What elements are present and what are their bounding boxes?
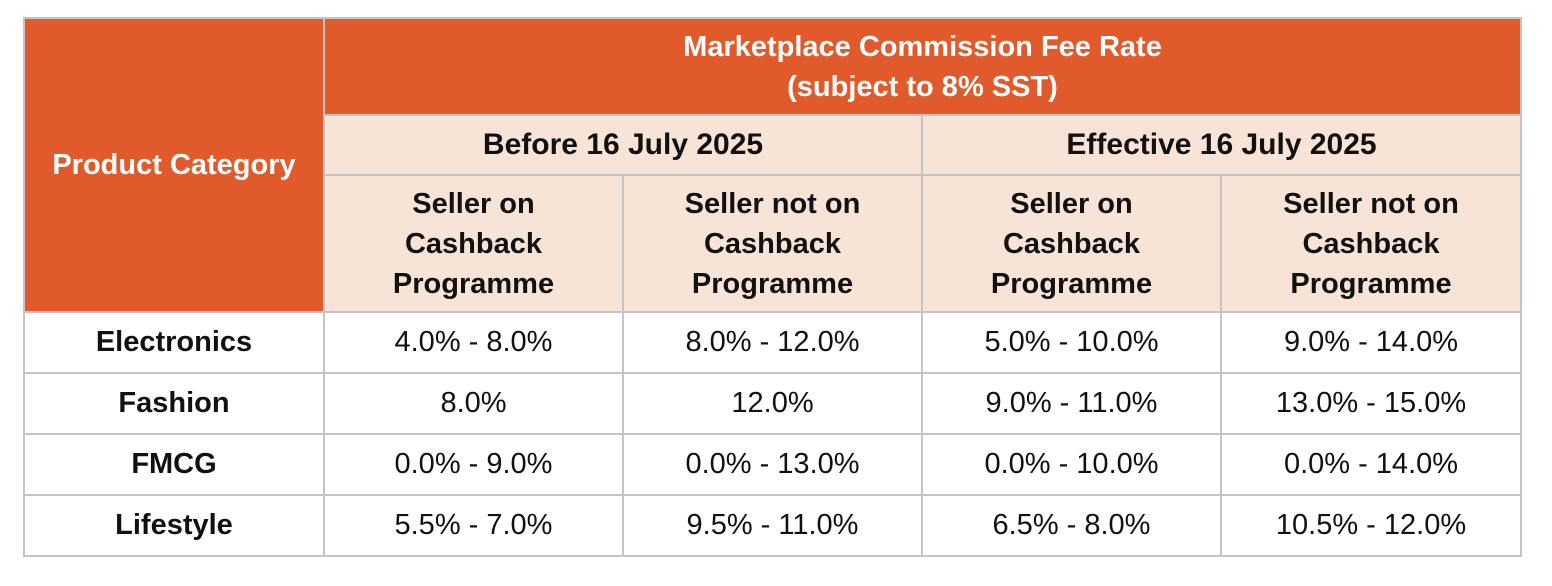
rate-cell: 0.0% - 14.0% [1220,433,1522,496]
seller-column-header: Seller not on Cashback Programme [622,174,923,313]
rate-cell: 10.5% - 12.0% [1220,494,1522,557]
rate-cell: 13.0% - 15.0% [1220,372,1522,435]
table-row: FMCG 0.0% - 9.0% 0.0% - 13.0% 0.0% - 10.… [23,433,1522,496]
header-row-seller-types: Seller on Cashback Programme Seller not … [24,174,1522,313]
period-before-label: Before 16 July 2025 [482,128,764,161]
seller-header-line: Seller on [1010,187,1133,220]
period-effective-label: Effective 16 July 2025 [1066,128,1377,161]
period-before-header: Before 16 July 2025 [323,114,923,176]
product-category-header-text: Product Category [52,148,296,181]
commission-fee-table: Product Category Marketplace Commission … [23,17,1522,557]
commission-rate-subtitle: (subject to 8% SST) [787,70,1058,103]
table-row: Lifestyle 5.5% - 7.0% 9.5% - 11.0% 6.5% … [23,494,1522,557]
commission-rate-title: Marketplace Commission Fee Rate [683,30,1162,63]
rate-cell: 8.0% - 12.0% [622,311,923,374]
rate-cell: 9.5% - 11.0% [622,494,923,557]
seller-header-line: Cashback [404,227,542,260]
seller-header-line: Cashback [1302,227,1440,260]
seller-header-line: Seller on [412,187,535,220]
rate-cell: 8.0% [323,372,624,435]
category-cell: Electronics [23,311,325,374]
seller-header-line: Programme [392,267,555,300]
header-row-main: Product Category Marketplace Commission … [23,17,1522,313]
rate-cell: 9.0% - 11.0% [921,372,1222,435]
seller-header-line: Programme [1290,267,1452,300]
rate-cell: 0.0% - 13.0% [622,433,923,496]
seller-column-header: Seller not on Cashback Programme [1220,174,1522,313]
rate-cell: 5.0% - 10.0% [921,311,1222,374]
rate-cell: 0.0% - 9.0% [323,433,624,496]
period-effective-header: Effective 16 July 2025 [921,114,1522,176]
rate-cell: 12.0% [622,372,923,435]
seller-header-line: Programme [990,267,1153,300]
category-cell: FMCG [23,433,325,496]
commission-rate-header: Marketplace Commission Fee Rate (subject… [323,17,1522,116]
table-row: Electronics 4.0% - 8.0% 8.0% - 12.0% 5.0… [23,311,1522,374]
product-category-header: Product Category [23,17,325,313]
rate-cell: 9.0% - 14.0% [1220,311,1522,374]
table-row: Fashion 8.0% 12.0% 9.0% - 11.0% 13.0% - … [23,372,1522,435]
rate-cell: 4.0% - 8.0% [323,311,624,374]
seller-header-line: Cashback [703,227,841,260]
rate-cell: 0.0% - 10.0% [921,433,1222,496]
header-row-periods: Before 16 July 2025 Effective 16 July 20… [24,114,1522,176]
seller-header-line: Seller not on [1283,187,1459,220]
seller-header-line: Seller not on [684,187,861,220]
category-cell: Lifestyle [23,494,325,557]
seller-column-header: Seller on Cashback Programme [921,174,1222,313]
rate-cell: 5.5% - 7.0% [323,494,624,557]
seller-column-header: Seller on Cashback Programme [323,174,624,313]
rate-cell: 6.5% - 8.0% [921,494,1222,557]
seller-header-line: Cashback [1002,227,1140,260]
seller-header-line: Programme [691,267,854,300]
category-cell: Fashion [23,372,325,435]
